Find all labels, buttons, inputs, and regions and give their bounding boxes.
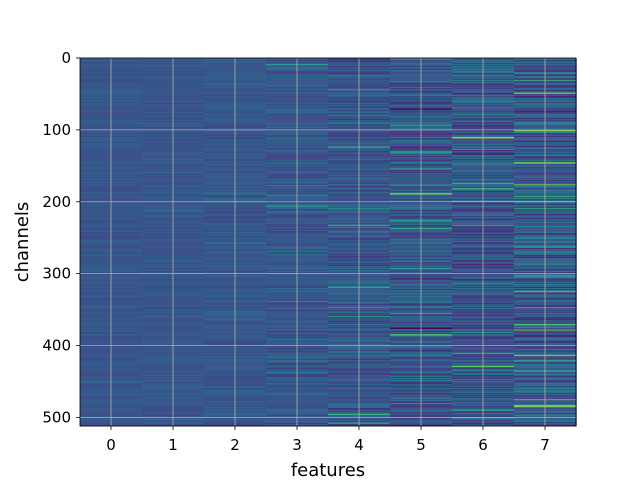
x-tick-label: 5 — [416, 436, 426, 454]
grid-lines — [80, 57, 576, 426]
y-tick-label: 0 — [61, 49, 71, 67]
y-tick-label: 300 — [42, 265, 71, 283]
x-tick-label: 0 — [106, 436, 116, 454]
plot-frame — [79, 57, 577, 427]
y-axis-label: channels — [12, 202, 33, 283]
y-axis-ticks: 0 100 200 300 400 500 — [42, 49, 80, 426]
y-tick-label: 200 — [42, 193, 71, 211]
x-tick-label: 4 — [354, 436, 364, 454]
x-axis-ticks: 0 1 2 3 4 5 6 7 — [106, 426, 550, 454]
x-tick-label: 6 — [478, 436, 488, 454]
x-tick-label: 1 — [168, 436, 178, 454]
x-axis-label: features — [291, 460, 365, 480]
x-tick-label: 7 — [540, 436, 550, 454]
heatmap-cells — [80, 58, 577, 427]
x-tick-label: 3 — [292, 436, 302, 454]
x-tick-label: 2 — [230, 436, 240, 454]
y-tick-label: 100 — [42, 121, 71, 139]
y-tick-label: 400 — [42, 337, 71, 355]
y-tick-label: 500 — [42, 408, 71, 426]
